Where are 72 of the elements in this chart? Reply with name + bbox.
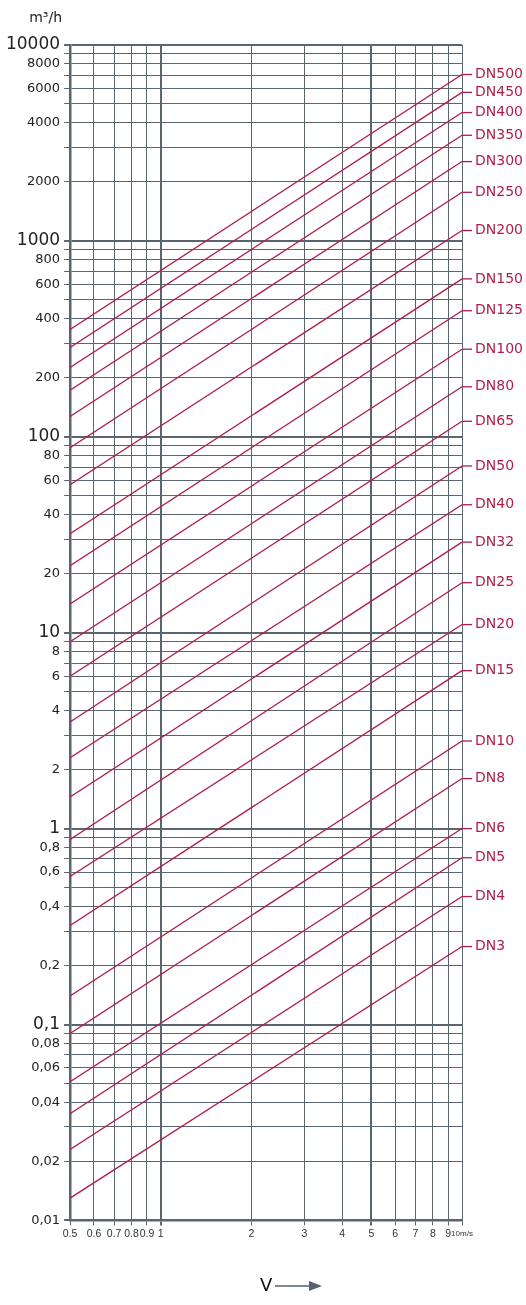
y-tick-label: 20 bbox=[43, 565, 61, 581]
y-tick-label: 0,4 bbox=[39, 897, 61, 913]
y-tick-label: 0,02 bbox=[31, 1152, 61, 1168]
x-tick-label: 2 bbox=[248, 1226, 255, 1239]
y-tick-label: 400 bbox=[35, 310, 61, 326]
legend-label: DN450 bbox=[475, 83, 523, 100]
x-tick-label: 9 bbox=[445, 1226, 452, 1239]
x-tick-label: 0.8 bbox=[124, 1226, 140, 1239]
x-tick-label: 3 bbox=[301, 1226, 308, 1239]
legend-label: DN8 bbox=[475, 769, 506, 786]
y-tick-label: 100 bbox=[27, 425, 61, 446]
legend-label: DN4 bbox=[475, 887, 506, 904]
y-tick-label: 0,6 bbox=[39, 863, 61, 879]
legend-label: DN20 bbox=[475, 615, 515, 632]
x-tick-label: 5 bbox=[368, 1226, 375, 1239]
legend-label: DN500 bbox=[475, 65, 523, 82]
legend-label: DN15 bbox=[475, 661, 515, 678]
y-tick-label: 8000 bbox=[26, 55, 61, 71]
legend-label: DN32 bbox=[475, 532, 515, 549]
y-tick-label: 60 bbox=[43, 471, 61, 487]
y-tick-label: 40 bbox=[43, 506, 61, 522]
x-tick-label: 0.6 bbox=[86, 1226, 102, 1239]
y-tick-label: 800 bbox=[35, 251, 61, 267]
legend-label: DN400 bbox=[475, 103, 523, 120]
legend-label: DN3 bbox=[475, 937, 506, 954]
y-tick-label: 4 bbox=[51, 702, 61, 718]
legend-label: DN300 bbox=[475, 152, 523, 169]
legend-label: DN250 bbox=[475, 182, 523, 199]
legend-label: DN350 bbox=[475, 125, 523, 142]
legend-label: DN25 bbox=[475, 573, 515, 590]
x-tick-label: 1 bbox=[157, 1226, 164, 1239]
x-tick-label: 0.9 bbox=[139, 1226, 155, 1239]
legend-label: DN6 bbox=[475, 819, 506, 836]
y-tick-label: 600 bbox=[35, 275, 61, 291]
y-tick-label: 1 bbox=[49, 817, 61, 838]
legend-label: DN40 bbox=[475, 495, 515, 512]
legend-label: DN5 bbox=[475, 848, 506, 865]
legend-label: DN200 bbox=[475, 221, 523, 238]
y-tick-label: 10000 bbox=[5, 33, 61, 54]
y-tick-label: 0,8 bbox=[39, 838, 61, 854]
y-tick-label: 1000 bbox=[16, 229, 61, 250]
x-tick-label: 0.7 bbox=[106, 1226, 122, 1239]
y-tick-label: 0,1 bbox=[33, 1012, 61, 1033]
y-tick-label: 0,2 bbox=[39, 956, 61, 972]
x-tick-label: 10m/s bbox=[451, 1229, 473, 1239]
x-tick-label: 6 bbox=[392, 1226, 399, 1239]
x-tick-label: 7 bbox=[412, 1226, 419, 1239]
y-tick-label: 10 bbox=[38, 621, 61, 642]
y-tick-label: 2 bbox=[51, 761, 61, 776]
y-tick-label: 6 bbox=[51, 667, 61, 683]
legend-label: DN65 bbox=[475, 411, 515, 428]
y-tick-label: 6000 bbox=[26, 79, 61, 95]
y-tick-label: 0,08 bbox=[31, 1034, 61, 1050]
legend-label: DN100 bbox=[475, 339, 523, 356]
legend-label: DN150 bbox=[475, 269, 523, 286]
legend-label: DN125 bbox=[475, 301, 523, 318]
legend-label: DN10 bbox=[475, 731, 515, 748]
legend-label: DN50 bbox=[475, 456, 515, 473]
y-tick-label: 0,04 bbox=[31, 1093, 61, 1109]
y-tick-label: 4000 bbox=[26, 114, 61, 130]
y-tick-label: 200 bbox=[35, 369, 61, 385]
x-axis-title: V bbox=[259, 1273, 273, 1295]
y-axis-title: m³/h bbox=[29, 8, 63, 25]
x-tick-label: 0.5 bbox=[62, 1226, 78, 1239]
y-tick-label: 8 bbox=[51, 643, 61, 659]
y-tick-label: 80 bbox=[43, 447, 61, 463]
legend-label: DN80 bbox=[475, 377, 515, 394]
x-tick-label: 4 bbox=[339, 1226, 346, 1239]
y-tick-label: 0,06 bbox=[31, 1059, 61, 1075]
x-tick-label: 8 bbox=[429, 1226, 436, 1239]
y-tick-label: 0,01 bbox=[31, 1211, 61, 1227]
y-tick-label: 2000 bbox=[26, 173, 61, 189]
